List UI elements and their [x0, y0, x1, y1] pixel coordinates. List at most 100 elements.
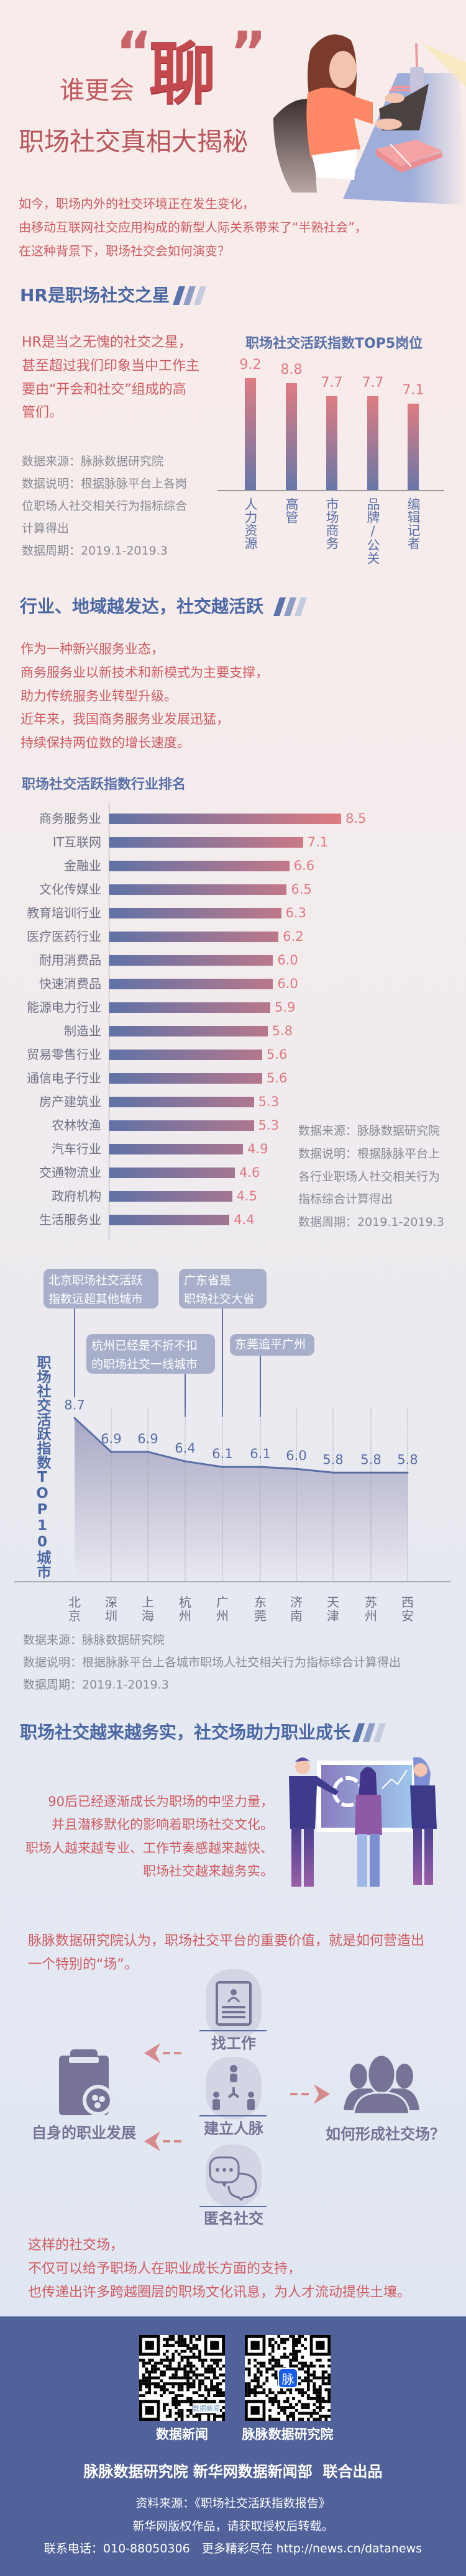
bar-value-label: 8.8	[280, 361, 303, 378]
note-line: 计算得出	[22, 522, 70, 535]
category-label: 房产建筑业	[39, 1094, 101, 1109]
team-meeting-illustration	[289, 1757, 437, 1887]
data-point	[184, 1460, 186, 1463]
point-value-label: 5.8	[360, 1452, 381, 1467]
bar	[109, 1120, 254, 1131]
bar-value-label: 5.6	[266, 1071, 288, 1086]
text-line: 一个特别的“场”。	[28, 1957, 138, 1972]
category-label: 教育培训行业	[27, 905, 101, 920]
note-line: 数据来源：脉脉数据研究院	[23, 1633, 165, 1647]
area-fill	[75, 1418, 408, 1582]
city-label-char: 京	[68, 1608, 81, 1623]
bar-value-label: 6.5	[291, 882, 312, 897]
city-label-char: 州	[179, 1608, 191, 1623]
maimai-logo-icon: 脉	[278, 2368, 298, 2388]
text-line: 管们。	[22, 405, 63, 420]
qr-code-datanews[interactable]	[139, 2335, 225, 2421]
city-label-char: 津	[327, 1608, 339, 1623]
text-line: 近年来，我国商务服务业发展迅猛，	[21, 712, 229, 727]
bar-value-label: 7.7	[321, 375, 343, 391]
bar-value-label: 4.9	[247, 1141, 268, 1156]
callout-beijing: 北京职场社交活跃 指数远超其他城市	[43, 1269, 158, 1308]
text-line: 助力传统服务业转型升级。	[21, 689, 177, 704]
category-label: 通信电子行业	[27, 1071, 101, 1086]
producers-credit: 脉脉数据研究院 新华网数据新闻部 联合出品	[83, 2463, 383, 2480]
bar	[109, 1026, 268, 1036]
triple-slash-icon	[352, 1723, 386, 1742]
point-value-label: 6.9	[137, 1431, 158, 1446]
diagram-label-how-to-form: 如何形成社交场？	[326, 2125, 445, 2143]
job-card	[206, 1969, 262, 2039]
category-label: 能源电力行业	[27, 1000, 101, 1015]
bar	[109, 955, 273, 966]
category-label: 医疗医药行业	[27, 929, 101, 944]
category-label: 高管	[284, 497, 299, 524]
chart-title-industry-ranking: 职场社交活跃指数行业排名	[22, 777, 186, 792]
text-line: 作为一种新兴服务业态，	[21, 642, 164, 656]
category-label: 农林牧渔	[52, 1118, 101, 1133]
bar	[408, 403, 419, 490]
qr-inner-logo-text: 数据新闻	[193, 2403, 220, 2413]
point-value-label: 6.1	[212, 1446, 232, 1461]
note-line: 数据来源：脉脉数据研究院	[22, 455, 164, 468]
note-line: 数据周期：2019.1-2019.3	[22, 544, 168, 558]
arrow-left-icon	[144, 2043, 181, 2063]
page-title: 职场社交真相大揭秘	[19, 127, 248, 156]
callout-leader-beijing	[74, 1308, 75, 1397]
triple-slash-icon	[273, 597, 307, 616]
qr-label-maimai: 脉脉数据研究院	[242, 2427, 334, 2442]
hero-prefix: 谁更会	[60, 76, 134, 105]
text-line: 职场社交越来越务实。	[143, 1864, 273, 1879]
bar-value-label: 9.2	[239, 356, 262, 373]
woman-at-desk-illustration	[273, 34, 466, 205]
note-line: 数据周期：2019.1-2019.3	[23, 1678, 169, 1692]
triple-slash-icon	[173, 286, 206, 305]
category-label: 商务服务业	[39, 811, 101, 826]
bar-value-label: 5.9	[275, 1000, 296, 1015]
note-line: 位职场人社交相关行为指标综合	[22, 499, 188, 513]
divider	[199, 2115, 267, 2116]
bar-value-label: 4.4	[234, 1212, 255, 1227]
diagram-label-career-development: 自身的职业发展	[32, 2124, 136, 2142]
section-heading-hr: HR是职场社交之星	[20, 285, 170, 306]
clipboard-gear-icon	[59, 2049, 114, 2116]
text-line: 并且潜移默化的影响着职场社交文化。	[52, 1817, 273, 1832]
point-value-label: 8.7	[64, 1397, 85, 1412]
data-point	[332, 1471, 334, 1474]
point-value-label: 6.4	[175, 1441, 195, 1456]
city-label-char: 杭	[179, 1595, 191, 1610]
bar-value-label: 6.3	[285, 905, 306, 920]
callout-leader-dongguan	[260, 1356, 261, 1417]
diagram-label-anonymous-social: 匿名社交	[204, 2210, 263, 2228]
intro-line: 由移动互联网社交应用构成的新型人际关系带来了“半熟社会”，	[19, 220, 367, 235]
bar-value-label: 5.3	[258, 1094, 280, 1109]
bar	[109, 979, 273, 989]
text-line: HR是当之无愧的社交之星，	[22, 335, 192, 350]
city-label-char: 上	[142, 1595, 154, 1610]
city-label-char: 西	[401, 1595, 414, 1610]
category-label: 人力资源	[243, 497, 258, 550]
bar-value-label: 6.2	[283, 929, 304, 944]
point-value-label: 6.9	[101, 1431, 121, 1446]
top10-cities-chart: 8.7 北京 6.9 深圳 6.9 上海 6.4 杭州 6.1 广州 6.1 东莞 6.0 济南 5.8 天津…	[14, 1397, 451, 1623]
bar	[109, 814, 342, 824]
data-point	[110, 1451, 112, 1453]
data-point	[295, 1467, 298, 1470]
category-label: 政府机构	[52, 1189, 101, 1204]
chart-title-top5-positions: 职场社交活跃指数TOP5岗位	[245, 336, 423, 351]
contact-info: 联系电话：010-88050306 更多精彩尽在 http://news.cn/…	[43, 2542, 423, 2556]
point-value-label: 5.8	[322, 1452, 343, 1467]
bar	[109, 1144, 244, 1154]
bar	[109, 884, 287, 895]
city-label-char: 州	[216, 1608, 229, 1623]
note-line: 数据来源：脉脉数据研究院	[298, 1124, 441, 1138]
category-label: 品牌/公关	[365, 497, 380, 565]
bar-value-label: 6.0	[277, 976, 298, 991]
point-value-label: 5.8	[397, 1452, 418, 1467]
category-label: IT互联网	[52, 835, 101, 850]
text-line: 职场人越来越专业、工作节奏感越来越快、	[25, 1841, 273, 1856]
text-line: 持续保持两位数的增长速度。	[21, 735, 190, 750]
city-label-char: 苏	[365, 1595, 377, 1610]
bar-value-label: 7.7	[362, 375, 384, 391]
bar-value-label: 5.6	[266, 1047, 288, 1062]
